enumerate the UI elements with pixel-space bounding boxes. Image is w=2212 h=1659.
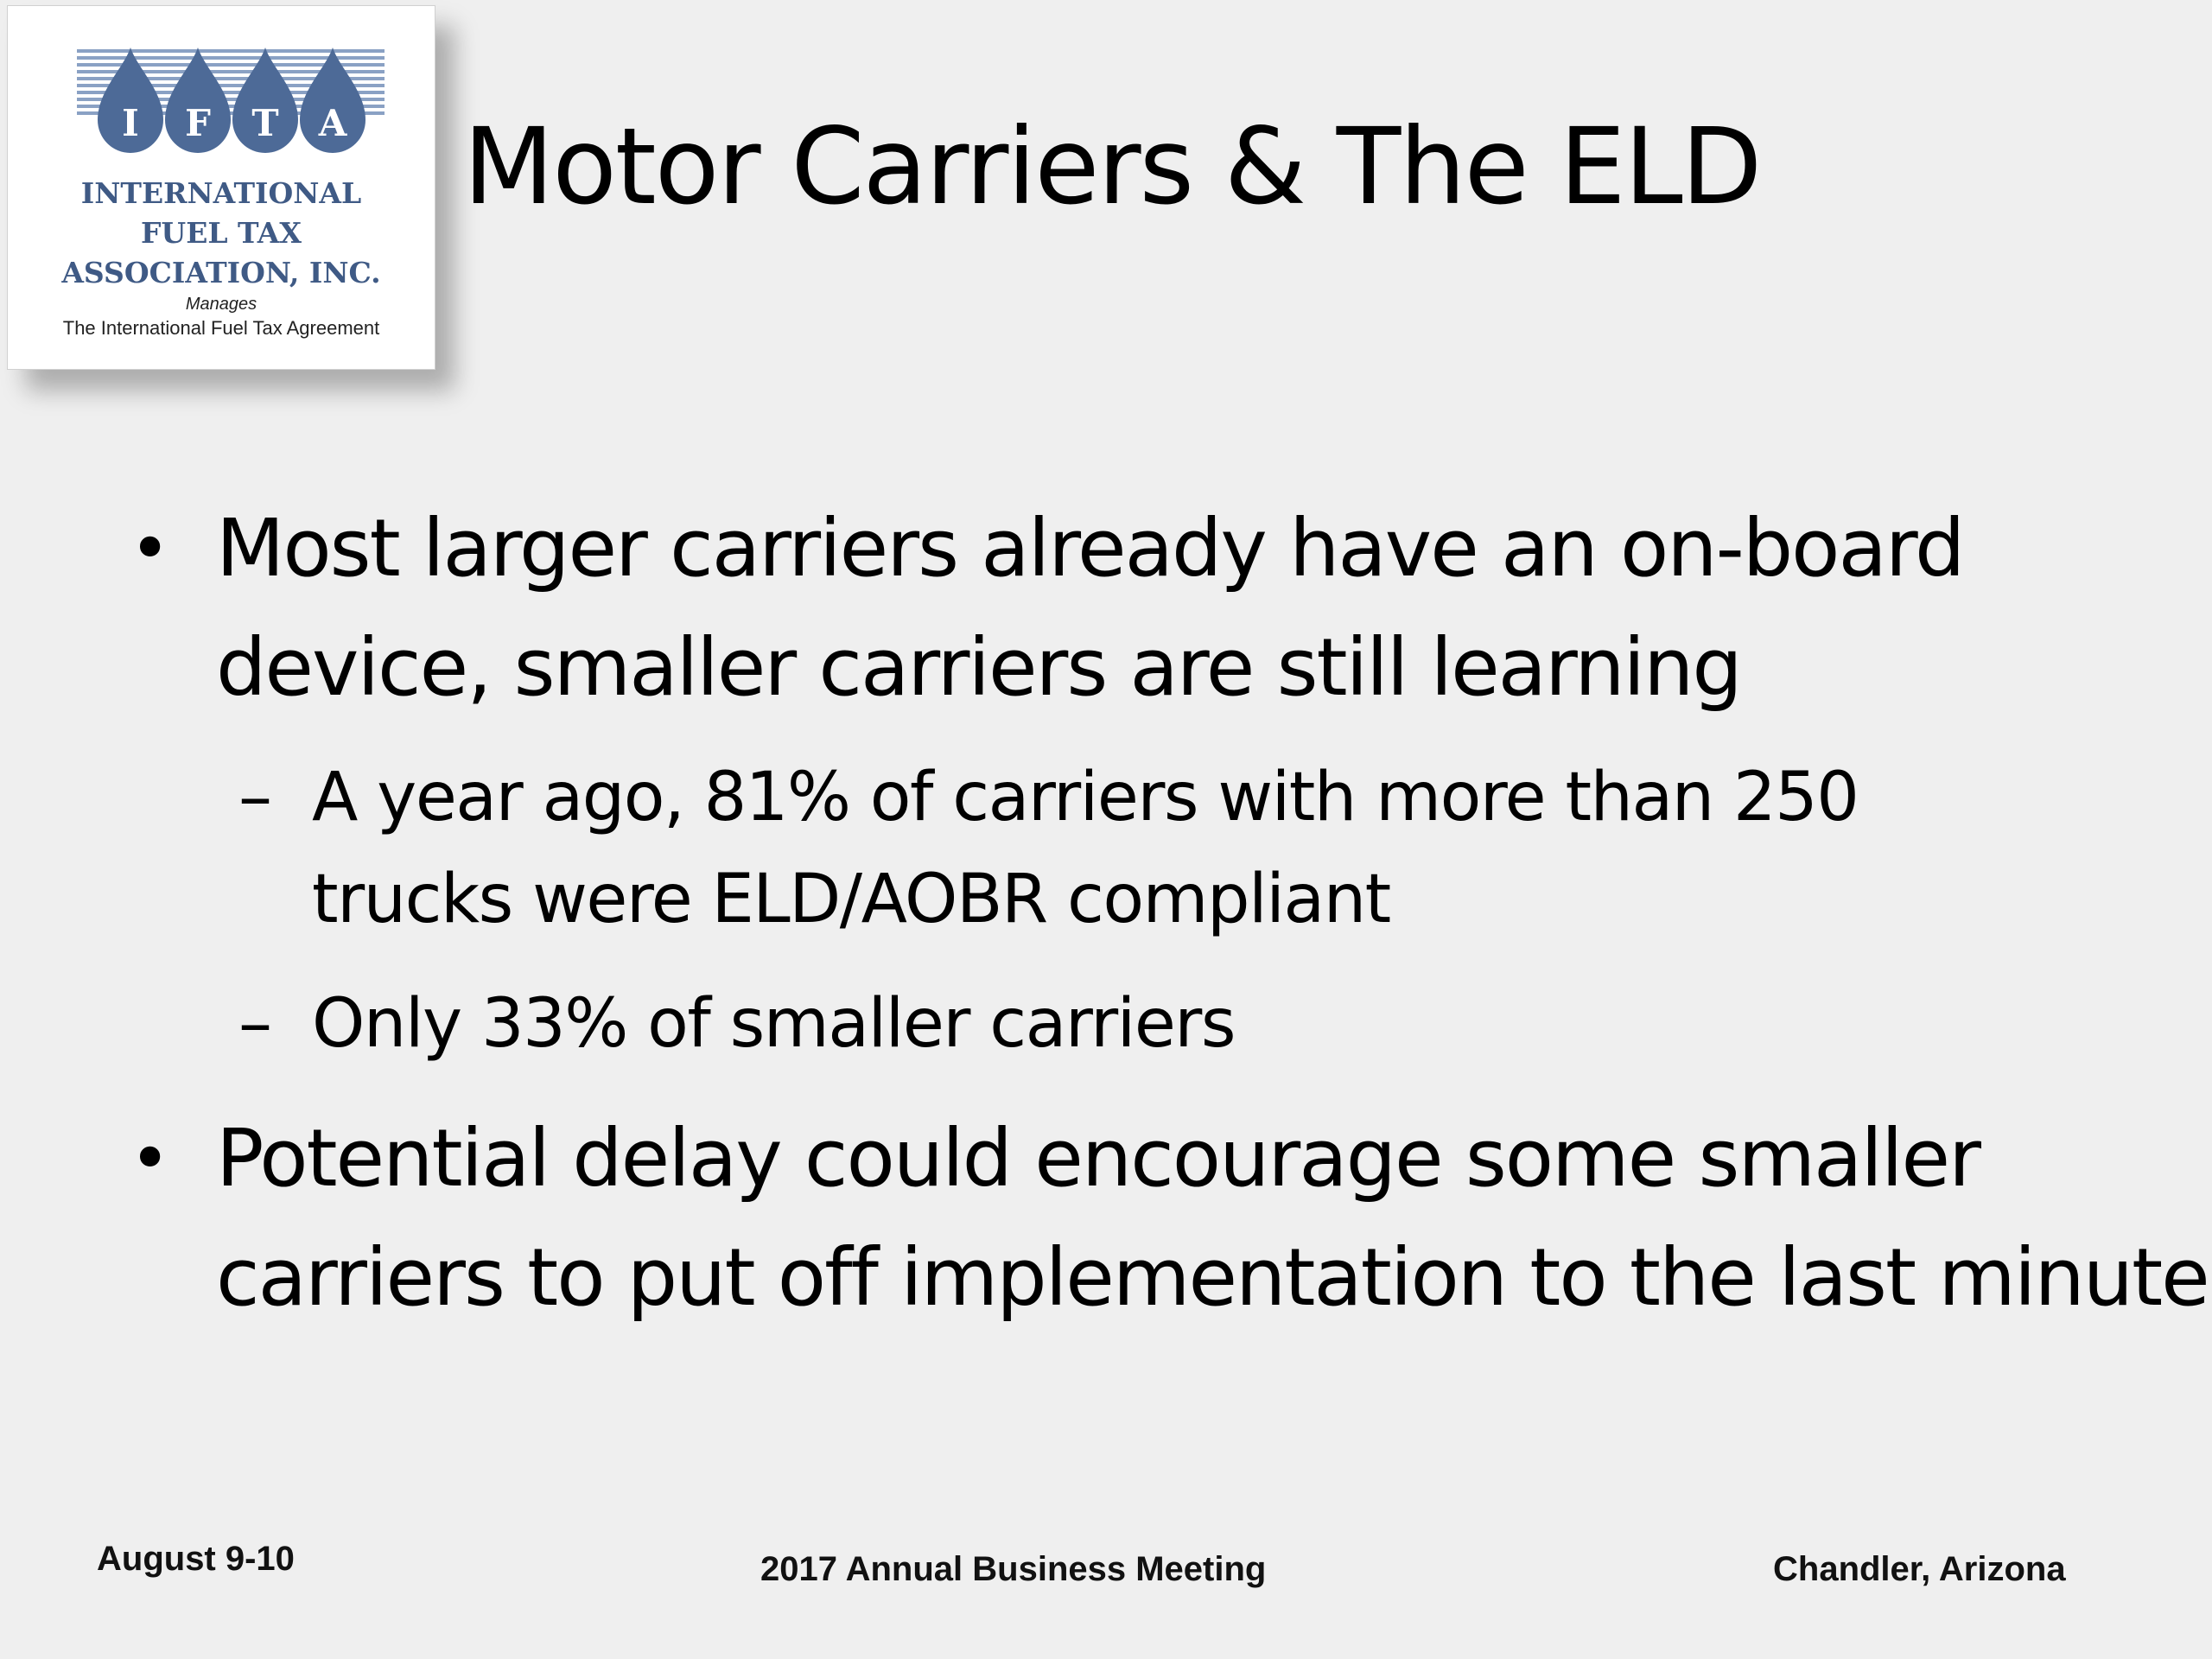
footer-date: August 9-10 xyxy=(97,1540,295,1578)
sub-bullet-mark: – xyxy=(238,759,272,836)
logo-letter: F xyxy=(185,102,211,144)
logo-org-name-line1: INTERNATIONAL xyxy=(80,176,362,210)
ifta-logo: I F T A INTERNATIONAL FUEL TAX ASSOCIATI… xyxy=(7,5,435,370)
logo-org-name-line2: FUEL TAX xyxy=(140,216,302,250)
logo-letter: I xyxy=(122,102,139,144)
sub-bullet-mark: – xyxy=(238,985,272,1063)
bullet-text: Potential delay could encourage some sma… xyxy=(216,1112,2210,1324)
logo-stripes xyxy=(77,49,385,115)
bullet-mark: • xyxy=(130,508,171,588)
logo-org-name-line3: ASSOCIATION, INC. xyxy=(61,256,381,289)
logo-letter: A xyxy=(318,102,348,144)
slide-title: Motor Carriers & The ELD xyxy=(463,105,1762,228)
logo-agreement-text: The International Fuel Tax Agreement xyxy=(62,317,380,339)
sub-bullet-text: A year ago, 81% of carriers with more th… xyxy=(312,759,1859,938)
ifta-drops-logo-graphic: I F T A xyxy=(77,48,385,153)
footer-location: Chandler, Arizona xyxy=(1773,1550,2066,1588)
sub-bullet-text: Only 33% of smaller carriers xyxy=(312,985,1236,1063)
footer-event: 2017 Annual Business Meeting xyxy=(760,1550,1267,1588)
logo-manages-text: Manages xyxy=(185,295,257,314)
bullet-mark: • xyxy=(130,1118,171,1198)
logo-letter: T xyxy=(251,102,278,144)
logo-drops xyxy=(98,48,365,153)
bullet-text: Most larger carriers already have an on-… xyxy=(216,502,1965,714)
